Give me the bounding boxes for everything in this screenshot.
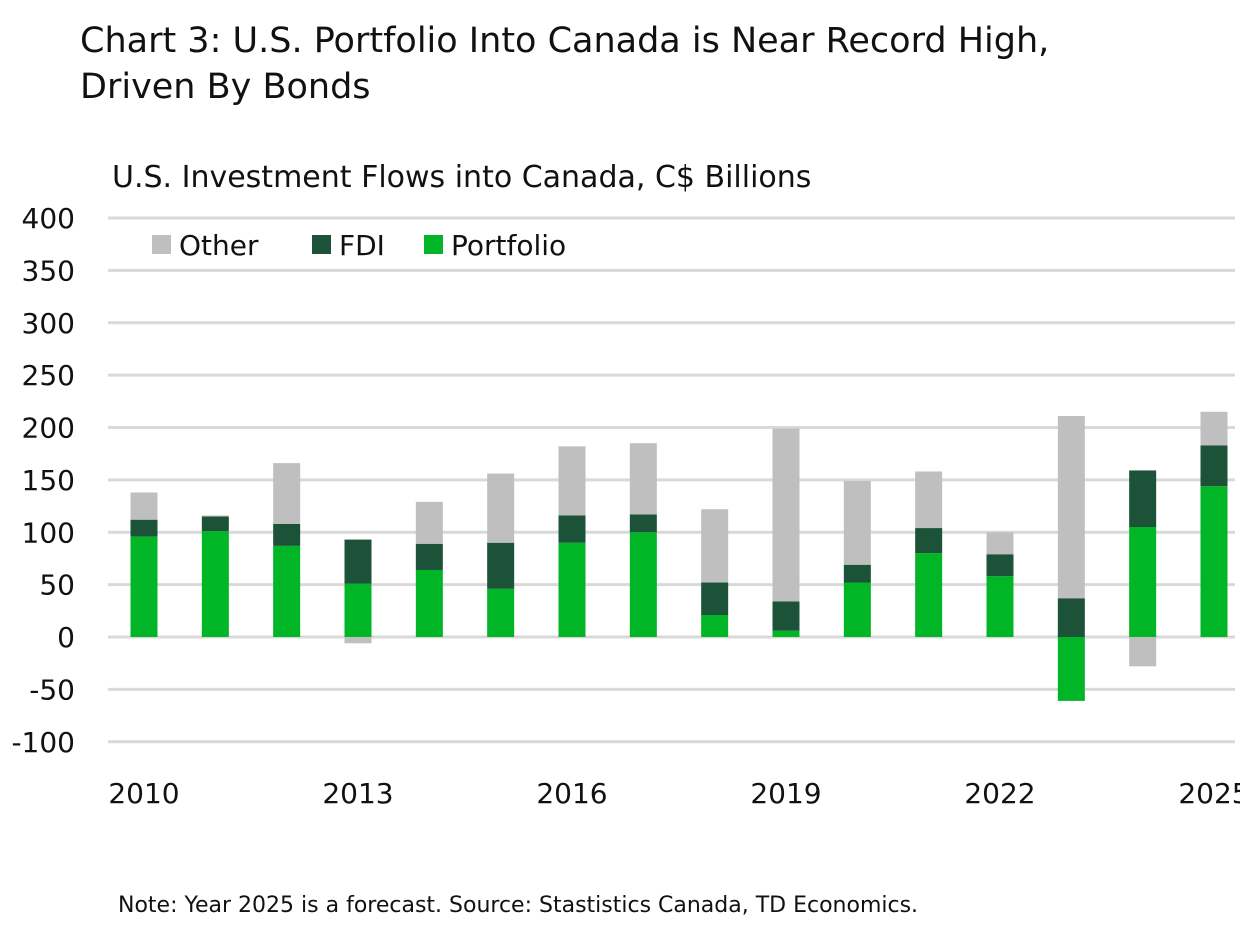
y-tick-label: 50 bbox=[39, 569, 75, 602]
bar-portfolio-2022 bbox=[986, 576, 1014, 637]
bar-other-2017 bbox=[629, 443, 657, 515]
x-tick-label: 2016 bbox=[536, 777, 607, 810]
bar-fdi-2025 bbox=[1200, 445, 1228, 487]
bar-other-2018 bbox=[701, 509, 729, 583]
bar-other-2015 bbox=[487, 473, 515, 543]
bar-fdi-2012 bbox=[273, 523, 301, 546]
bar-portfolio-2020 bbox=[843, 582, 871, 637]
bar-other-2012 bbox=[273, 463, 301, 524]
bar-fdi-2011 bbox=[201, 516, 229, 532]
source-note: Note: Year 2025 is a forecast. Source: S… bbox=[118, 893, 919, 918]
y-tick-label: 350 bbox=[22, 254, 75, 287]
y-tick-label: 300 bbox=[22, 307, 75, 340]
bar-other-2011 bbox=[201, 515, 229, 517]
x-tick-label: 2019 bbox=[750, 777, 821, 810]
bar-other-2010 bbox=[130, 492, 158, 520]
x-tick-label: 2013 bbox=[322, 777, 393, 810]
bar-other-2019 bbox=[772, 428, 800, 602]
bar-fdi-2013 bbox=[344, 539, 372, 584]
chart-title: Chart 3: U.S. Portfolio Into Canada is N… bbox=[80, 21, 1050, 107]
y-tick-label: 400 bbox=[22, 202, 75, 235]
y-tick-label: -50 bbox=[29, 673, 75, 706]
bar-other-2014 bbox=[415, 501, 443, 544]
bar-portfolio-2012 bbox=[273, 545, 301, 637]
bar-fdi-2022 bbox=[986, 554, 1014, 577]
bar-portfolio-2024 bbox=[1129, 527, 1157, 637]
legend-swatch-fdi bbox=[312, 235, 331, 254]
bar-fdi-2018 bbox=[701, 582, 729, 616]
bar-other-2020 bbox=[843, 480, 871, 565]
legend-swatch-other bbox=[152, 235, 171, 254]
bar-fdi-2020 bbox=[843, 564, 871, 583]
y-tick-label: 200 bbox=[22, 412, 75, 445]
bar-fdi-2023 bbox=[1057, 598, 1085, 637]
bar-fdi-2014 bbox=[415, 543, 443, 570]
x-tick-label: 2010 bbox=[108, 777, 179, 810]
bar-portfolio-2025 bbox=[1200, 486, 1228, 637]
bar-other-2016 bbox=[558, 446, 586, 516]
legend-label-portfolio: Portfolio bbox=[451, 229, 566, 262]
y-tick-label: 150 bbox=[22, 464, 75, 497]
bar-other-2022 bbox=[986, 532, 1014, 555]
bar-portfolio-2018 bbox=[701, 615, 729, 637]
x-tick-label: 2022 bbox=[964, 777, 1035, 810]
bar-portfolio-2017 bbox=[629, 532, 657, 637]
bar-portfolio-2015 bbox=[487, 588, 515, 637]
legend-swatch-portfolio bbox=[424, 235, 443, 254]
bar-portfolio-2021 bbox=[915, 553, 943, 637]
bar-portfolio-2010 bbox=[130, 536, 158, 637]
bar-other-2021 bbox=[915, 471, 943, 529]
legend-label-other: Other bbox=[179, 229, 259, 262]
bar-portfolio-2016 bbox=[558, 542, 586, 637]
bar-fdi-2019 bbox=[772, 601, 800, 631]
bar-fdi-2015 bbox=[487, 542, 515, 589]
bar-fdi-2016 bbox=[558, 515, 586, 543]
bar-portfolio-2014 bbox=[415, 569, 443, 637]
bar-portfolio-2011 bbox=[201, 531, 229, 637]
bar-portfolio-2013 bbox=[344, 583, 372, 637]
y-tick-label: 0 bbox=[57, 621, 75, 654]
y-tick-label: -100 bbox=[11, 726, 75, 759]
chart-subtitle: U.S. Investment Flows into Canada, C$ Bi… bbox=[112, 160, 812, 195]
bar-other-2013 bbox=[344, 637, 372, 644]
bar-portfolio-2019 bbox=[772, 630, 800, 637]
bar-fdi-2024 bbox=[1129, 470, 1157, 528]
x-tick-label: 2025 bbox=[1178, 777, 1240, 810]
bar-other-2025 bbox=[1200, 411, 1228, 446]
bar-fdi-2010 bbox=[130, 519, 158, 537]
bar-other-2023 bbox=[1057, 415, 1085, 599]
bar-other-2024 bbox=[1129, 637, 1157, 667]
bar-fdi-2017 bbox=[629, 514, 657, 533]
y-tick-label: 100 bbox=[22, 516, 75, 549]
legend-label-fdi: FDI bbox=[339, 229, 385, 262]
bar-portfolio-2023 bbox=[1057, 637, 1085, 701]
bar-fdi-2021 bbox=[915, 528, 943, 554]
y-tick-label: 250 bbox=[22, 359, 75, 392]
